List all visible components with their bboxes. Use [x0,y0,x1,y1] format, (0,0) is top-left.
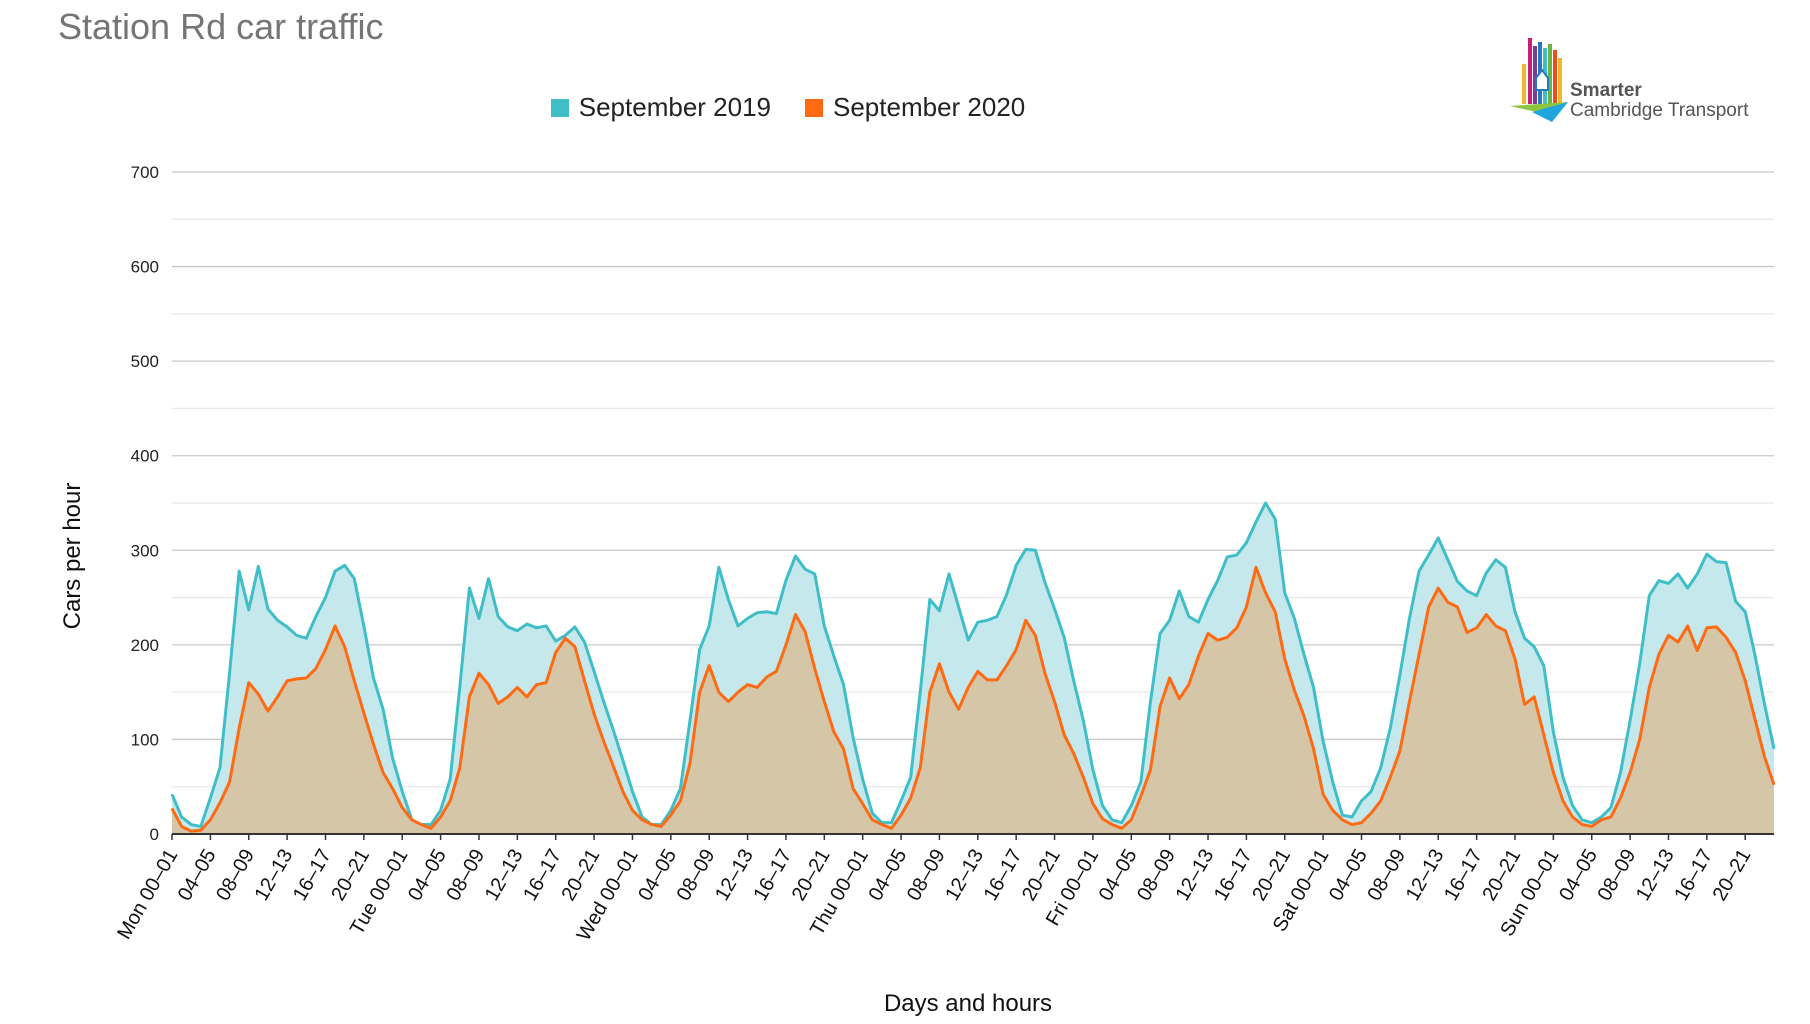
chart-title: Station Rd car traffic [58,6,384,47]
legend-item-2019[interactable]: September 2019 [550,92,771,123]
x-tick-label: 16–17 [519,846,566,905]
x-tick-label: 04–05 [1555,846,1602,905]
y-tick-label: 200 [131,636,159,655]
x-tick-label: 08–09 [1594,846,1641,905]
x-tick-label: 08–09 [1363,846,1410,905]
y-tick-label: 400 [131,447,159,466]
legend-label-2019: September 2019 [578,92,771,122]
x-tick-label: 16–17 [289,846,336,905]
legend-swatch-2019 [550,98,569,117]
x-tick-label: 04–05 [865,846,912,905]
logo-graphic [1510,38,1568,122]
x-tick-label: 08–09 [442,846,489,905]
x-tick-label: 04–05 [1095,846,1142,905]
x-tick-label: 04–05 [404,846,451,905]
x-tick-label: 16–17 [1210,846,1257,905]
x-tick-label: 08–09 [903,846,950,905]
x-tick-label: 04–05 [174,846,221,905]
x-tick-label: 20–21 [1709,846,1756,905]
x-tick-label: 08–09 [212,846,259,905]
legend: September 2019 September 2020 [0,92,1810,123]
x-tick-label: 08–09 [673,846,720,905]
x-tick-label: 16–17 [749,846,796,905]
x-tick-label: 08–09 [1133,846,1180,905]
x-tick-label: 12–13 [251,846,298,905]
x-tick-label: 16–17 [1670,846,1717,905]
x-tick-label: Mon 00–01 [113,846,182,944]
chart-areas [172,503,1774,834]
x-tick-label: 04–05 [1325,846,1372,905]
logo-text-smarter: Smarter [1570,80,1642,101]
legend-label-2020: September 2020 [833,92,1026,122]
x-tick-label: 12–13 [1402,846,1449,905]
line-series-2019 [170,501,1776,828]
x-tick-label: 12–13 [1171,846,1218,905]
x-tick-label: 12–13 [1632,846,1679,905]
chart-lines [170,501,1776,833]
legend-swatch-2020 [805,98,823,117]
y-tick-label: 700 [131,163,159,182]
y-axis-title: Cars per hour [59,483,86,630]
y-tick-label: 500 [131,352,159,371]
x-tick-label: 12–13 [481,846,528,905]
x-tick-label: 12–13 [711,846,758,905]
legend-item-2020[interactable]: September 2020 [805,92,1025,123]
x-tick-label: 16–17 [980,846,1027,905]
y-tick-label: 0 [150,825,159,844]
x-axis-title: Days and hours [884,990,1052,1017]
smarter-cambridge-transport-logo: Smarter Cambridge Transport [1502,36,1782,136]
y-axis-ticks: 0 100 200 300 400 500 600 700 [131,163,159,844]
x-tick-label: 04–05 [634,846,681,905]
x-tick-label: 16–17 [1440,846,1487,905]
area-series-2020 [172,567,1774,834]
line-series-2020 [170,565,1776,833]
y-tick-label: 300 [131,541,159,560]
x-tick-label: 12–13 [941,846,988,905]
y-tick-label: 600 [131,258,159,277]
logo-text-cambridge-transport: Cambridge Transport [1570,100,1749,121]
y-tick-label: 100 [131,730,159,749]
